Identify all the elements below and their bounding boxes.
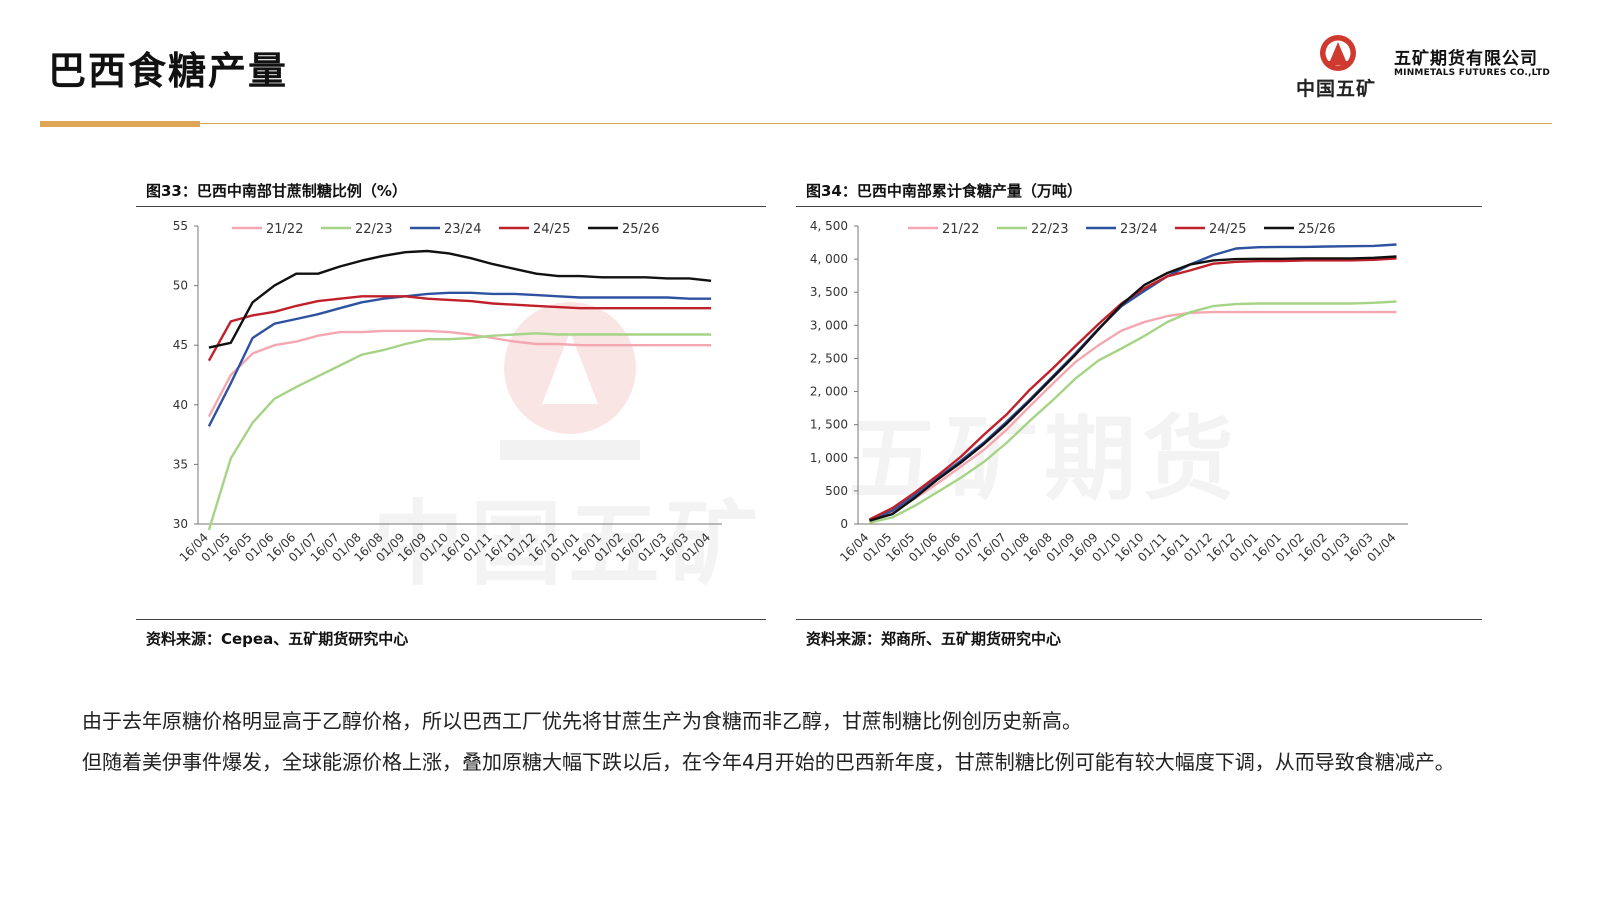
chart1-legend-label: 24/25 bbox=[533, 222, 570, 237]
chart2-y-tick-label: 3, 500 bbox=[810, 285, 848, 299]
minmetals-emblem-icon bbox=[1320, 35, 1356, 71]
chart2-legend-label: 23/24 bbox=[1120, 222, 1157, 237]
title-divider-accent bbox=[40, 121, 200, 127]
chart2-y-tick-label: 4, 500 bbox=[810, 219, 848, 233]
chart2-y-tick-label: 0 bbox=[840, 517, 848, 531]
chart2-source: 资料来源：郑商所、五矿期货研究中心 bbox=[806, 630, 1062, 648]
chart2-y-tick-label: 2, 000 bbox=[810, 385, 848, 399]
chart2-series-line-25-26 bbox=[869, 255, 1397, 522]
analysis-paragraph-1: 由于去年原糖价格明显高于乙醇价格，所以巴西工厂优先将甘蔗生产为食糖而非乙醇，甘蔗… bbox=[82, 709, 1082, 733]
chart1-top-rule bbox=[136, 206, 766, 207]
chart2-y-tick-label: 3, 000 bbox=[810, 318, 848, 332]
title-divider bbox=[40, 123, 1552, 124]
analysis-paragraph-2: 但随着美伊事件爆发，全球能源价格上涨，叠加原糖大幅下跌以后，在今年4月开始的巴西… bbox=[82, 750, 1455, 774]
chart1-y-tick-label: 40 bbox=[173, 398, 188, 412]
chart2-y-tick-label: 500 bbox=[825, 484, 848, 498]
chart2-y-tick-label: 4, 000 bbox=[810, 252, 848, 266]
chart1-y-tick-label: 35 bbox=[173, 457, 188, 471]
chart1-title: 图33：巴西中南部甘蔗制糖比例（%） bbox=[146, 182, 407, 200]
chart1-series-line-23-24 bbox=[207, 291, 712, 427]
chart1-series-line-21-22 bbox=[207, 329, 712, 418]
logo-company-name: 五矿期货有限公司 bbox=[1394, 49, 1538, 69]
chart2-cumulative-output: 0 500 1, 000 1, 500 2, 000 2, 500 3, 000 3, 500… bbox=[810, 219, 1408, 565]
chart1-sugar-ratio: 30354045505516/0401/0516/0501/0616/0601/… bbox=[173, 219, 722, 565]
chart1-series-line-25-26 bbox=[208, 249, 712, 349]
chart2-top-rule bbox=[796, 206, 1482, 207]
company-logo: 中国五矿 五矿期货有限公司 MINMETALS FUTURES CO.,LTD bbox=[1296, 30, 1556, 100]
chart1-y-tick-label: 30 bbox=[173, 517, 188, 531]
chart1-bottom-rule bbox=[136, 619, 766, 620]
chart2-series-line-23-24 bbox=[869, 243, 1397, 522]
chart2-title: 图34：巴西中南部累计食糖产量（万吨） bbox=[806, 182, 1082, 200]
chart1-legend-label: 23/24 bbox=[444, 222, 481, 237]
chart2-y-tick-label: 1, 000 bbox=[810, 451, 848, 465]
chart2-legend-label: 24/25 bbox=[1209, 222, 1246, 237]
chart2-y-tick-label: 1, 500 bbox=[810, 418, 848, 432]
chart1-y-tick-label: 55 bbox=[173, 219, 188, 233]
chart1-legend-label: 21/22 bbox=[266, 222, 303, 237]
chart1-y-tick-label: 50 bbox=[173, 279, 188, 293]
logo-english-name: MINMETALS FUTURES CO.,LTD bbox=[1394, 68, 1551, 78]
chart1-legend-label: 22/23 bbox=[355, 222, 392, 237]
chart1-series-line-24-25 bbox=[207, 295, 712, 362]
chart1-y-tick-label: 45 bbox=[173, 338, 188, 352]
analysis-text: 由于去年原糖价格明显高于乙醇价格，所以巴西工厂优先将甘蔗生产为食糖而非乙醇，甘蔗… bbox=[82, 701, 1542, 783]
chart2-series-line-22-23 bbox=[869, 300, 1397, 524]
logo-chinese-name: 中国五矿 bbox=[1296, 78, 1377, 100]
chart1-series-line-22-23 bbox=[207, 332, 712, 531]
chart2-legend-label: 22/23 bbox=[1031, 222, 1068, 237]
chart2-series-line-21-22 bbox=[869, 310, 1397, 523]
chart1-source: 资料来源：Cepea、五矿期货研究中心 bbox=[146, 630, 409, 648]
chart1-legend-label: 25/26 bbox=[622, 222, 659, 237]
chart2-y-tick-label: 2, 500 bbox=[810, 351, 848, 365]
chart2-legend-label: 25/26 bbox=[1298, 222, 1335, 237]
chart2-legend-label: 21/22 bbox=[942, 222, 979, 237]
page-title: 巴西食糖产量 bbox=[48, 49, 289, 93]
chart2-bottom-rule bbox=[796, 619, 1482, 620]
